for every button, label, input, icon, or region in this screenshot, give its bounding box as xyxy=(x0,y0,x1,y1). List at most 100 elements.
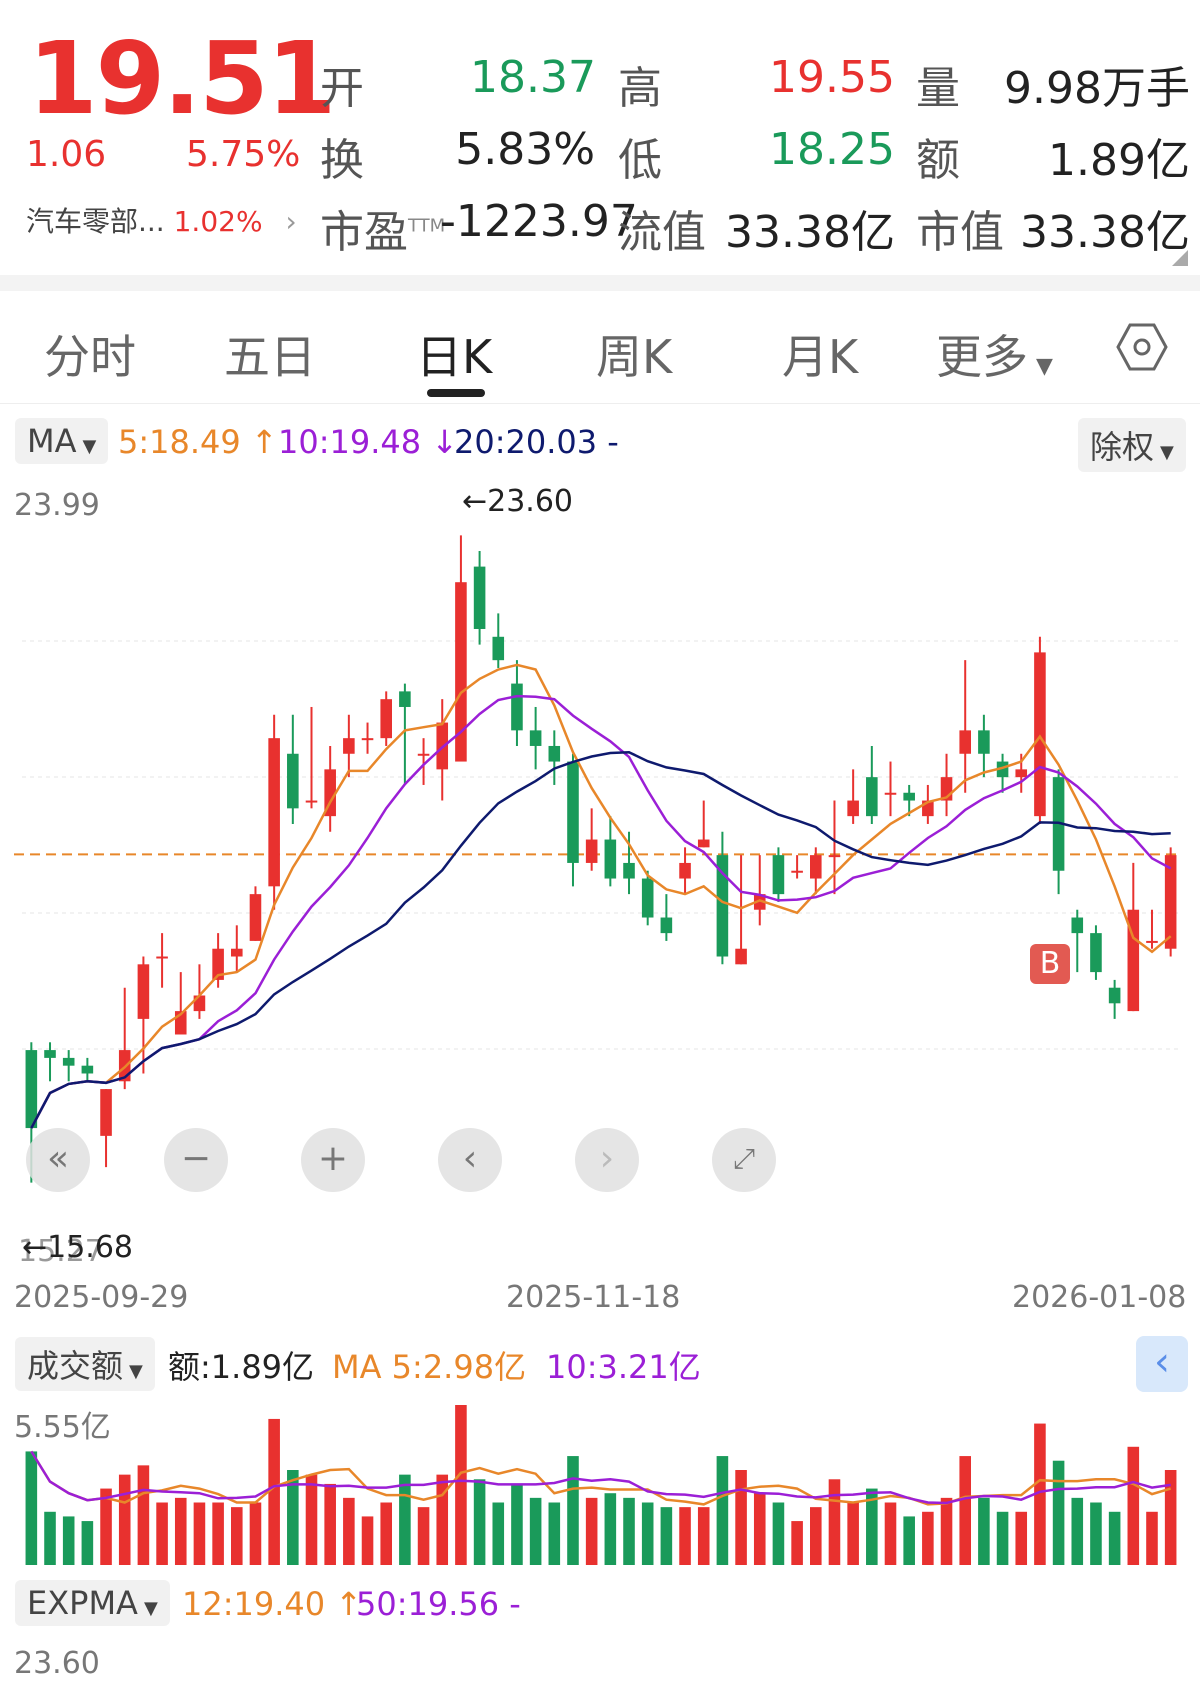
volume-bar xyxy=(1146,1511,1158,1565)
candle-body xyxy=(660,917,673,934)
volume-ma5: MA 5:2.98亿 xyxy=(332,1348,527,1386)
candle-body xyxy=(1015,769,1028,778)
volume-bar xyxy=(847,1502,859,1565)
collapse-panel-icon[interactable]: ‹ xyxy=(1136,1336,1188,1392)
candle-body xyxy=(959,730,971,754)
volume-bar xyxy=(361,1516,374,1565)
buy-signal-badge[interactable]: B xyxy=(1030,944,1070,984)
volume-bar xyxy=(1052,1460,1065,1565)
volume-bar xyxy=(1090,1502,1102,1565)
high-value: 19.55 xyxy=(769,52,895,103)
candle-body xyxy=(641,878,654,918)
volume-bar xyxy=(81,1521,94,1565)
volume-bar xyxy=(287,1470,299,1565)
candle-body xyxy=(567,761,579,863)
ma20-line xyxy=(30,750,1171,1129)
candle-body xyxy=(1146,940,1158,943)
high-label: 高 xyxy=(618,63,662,114)
current-price: 19.51 xyxy=(28,20,336,137)
rewind-icon[interactable]: « xyxy=(26,1128,90,1192)
tab-monthly-k[interactable]: 月K xyxy=(782,330,859,384)
tab-more[interactable]: 更多 ▼ xyxy=(936,330,1053,384)
market-cap-label: 市值 xyxy=(916,207,1004,258)
axis-bottom-price: 15.27 xyxy=(18,1234,104,1269)
axis-date-mid: 2025-11-18 xyxy=(506,1280,681,1315)
candle-body xyxy=(473,566,486,629)
open-label: 开 xyxy=(320,63,364,114)
volume-bar xyxy=(436,1474,449,1565)
volume-bar xyxy=(25,1451,38,1565)
caret-down-icon: ▼ xyxy=(143,1598,158,1619)
tab-weekly-k[interactable]: 周K xyxy=(596,330,673,384)
candle-body xyxy=(231,948,243,957)
candle-body xyxy=(996,761,1009,778)
candle-body xyxy=(548,745,561,762)
volume-bar xyxy=(604,1493,617,1565)
caret-down-icon: ▼ xyxy=(1160,442,1174,463)
volume-bar xyxy=(174,1497,187,1565)
candle-body xyxy=(1127,909,1140,1012)
volume-bar xyxy=(623,1497,635,1565)
candle-body xyxy=(772,855,785,895)
candle-body xyxy=(100,1089,112,1136)
volume-bar xyxy=(940,1497,953,1565)
expand-corner-icon[interactable] xyxy=(1172,250,1188,266)
tab-five-day[interactable]: 五日 xyxy=(224,330,316,384)
candle-body xyxy=(287,753,299,809)
volume-bar xyxy=(922,1511,934,1565)
chevron-left-icon[interactable]: ‹ xyxy=(438,1128,502,1192)
ma10-line xyxy=(30,694,1172,1129)
volume-bar xyxy=(1034,1423,1046,1565)
tab-daily-k[interactable]: 日K xyxy=(416,330,493,384)
volume-bar xyxy=(697,1507,710,1565)
volume-bar xyxy=(1015,1511,1028,1565)
volume-bar xyxy=(1127,1446,1140,1565)
volume-bar xyxy=(772,1502,785,1565)
tab-intraday[interactable]: 分时 xyxy=(44,330,136,384)
volume-bar xyxy=(753,1493,766,1565)
float-cap-value: 33.38亿 xyxy=(725,207,895,258)
volume-bar xyxy=(100,1488,112,1565)
expma-12: 12:19.40 ↑ xyxy=(182,1585,363,1623)
kline-chart[interactable] xyxy=(0,480,1200,1280)
volume-chart xyxy=(25,1405,1177,1565)
candle-body xyxy=(903,792,915,801)
price-change-pct: 5.75% xyxy=(186,134,301,175)
settings-hexagon-icon[interactable] xyxy=(1116,321,1168,377)
ma-selector[interactable]: MA ▼ xyxy=(15,418,109,464)
volume-selector[interactable]: 成交额 ▼ xyxy=(15,1337,155,1391)
volume-bar xyxy=(324,1483,336,1565)
volume-bar xyxy=(978,1497,990,1565)
low-label: 低 xyxy=(618,135,662,186)
volume-bar xyxy=(268,1418,280,1565)
chevron-right-icon[interactable]: › xyxy=(575,1128,639,1192)
axis-date-end: 2026-01-08 xyxy=(1012,1280,1187,1315)
candle-body xyxy=(343,738,355,754)
candle-body xyxy=(399,691,411,707)
candle-body xyxy=(1034,652,1046,817)
sector-name: 汽车零部... xyxy=(26,205,165,238)
volume-bar xyxy=(735,1470,747,1565)
zoom-out-icon[interactable]: − xyxy=(164,1128,228,1192)
candle-body xyxy=(249,894,262,941)
ma5-value: 5:18.49 ↑ xyxy=(118,423,278,461)
amount-value: 1.89亿 xyxy=(1048,135,1190,186)
volume-bar xyxy=(585,1497,598,1565)
fullscreen-icon[interactable]: ⤢ xyxy=(712,1128,776,1192)
candle-body xyxy=(1090,933,1102,973)
axis-date-start: 2025-09-29 xyxy=(14,1280,189,1315)
volume-bar xyxy=(455,1405,467,1565)
expma-selector[interactable]: EXPMA ▼ xyxy=(15,1580,170,1626)
volume-bar xyxy=(810,1507,822,1565)
zoom-in-icon[interactable]: + xyxy=(301,1128,365,1192)
volume-bar xyxy=(866,1488,878,1565)
candle-body xyxy=(866,777,878,817)
volume-bar xyxy=(1164,1470,1177,1565)
volume-bar xyxy=(548,1502,561,1565)
candle-body xyxy=(492,636,505,661)
volume-bar xyxy=(1108,1511,1121,1565)
adjust-selector[interactable]: 除权 ▼ xyxy=(1078,418,1186,472)
expma-50: 50:19.56 - xyxy=(356,1585,521,1623)
candle-body xyxy=(735,948,747,965)
sector-link[interactable]: 汽车零部... 1.02% › xyxy=(26,200,297,240)
